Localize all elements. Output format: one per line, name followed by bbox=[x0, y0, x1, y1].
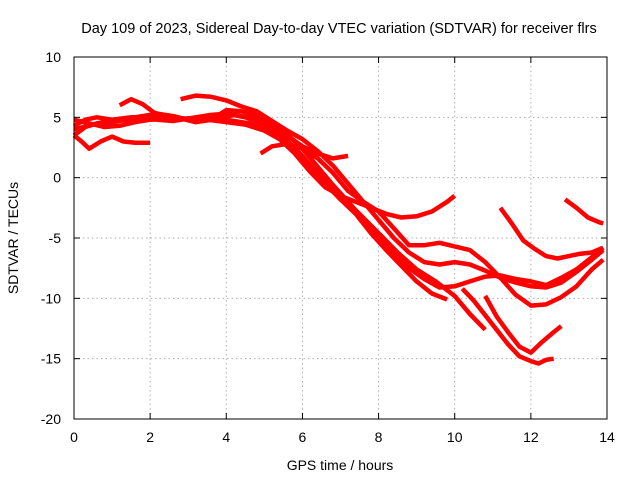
series-line-sat-e bbox=[180, 93, 605, 290]
chart-title: Day 109 of 2023, Sidereal Day-to-day VTE… bbox=[81, 21, 596, 37]
series-line-sat-k bbox=[498, 206, 605, 261]
y-tick-label: 5 bbox=[53, 109, 61, 125]
y-axis-label: SDTVAR / TECUs bbox=[5, 182, 21, 294]
series-line-sat-b bbox=[73, 115, 448, 302]
series-line-sat-i bbox=[483, 294, 563, 355]
y-tick-label: -15 bbox=[41, 351, 61, 367]
x-tick-label: 2 bbox=[146, 429, 154, 445]
y-tick-label: -20 bbox=[41, 411, 61, 427]
x-tick-label: 14 bbox=[599, 429, 615, 445]
series-line-sat-j bbox=[460, 287, 555, 366]
plot-series bbox=[72, 93, 605, 366]
series-line-sat-f bbox=[118, 96, 349, 161]
y-tick-label: -5 bbox=[49, 230, 62, 246]
x-tick-label: 10 bbox=[447, 429, 463, 445]
y-tick-label: -10 bbox=[41, 290, 61, 306]
x-tick-label: 4 bbox=[222, 429, 230, 445]
axis-ticks: 0 2 4 6 8 10 12 14 -20 -15 -10 -5 0 5 10 bbox=[41, 49, 615, 445]
y-tick-label: 10 bbox=[45, 49, 61, 65]
x-axis-label: GPS time / hours bbox=[287, 457, 394, 473]
x-tick-label: 12 bbox=[523, 429, 539, 445]
series-line-sat-l bbox=[563, 197, 604, 226]
series-line-sat-c bbox=[73, 111, 487, 332]
series-line-sat-g bbox=[72, 133, 151, 151]
series-line-sat-h bbox=[259, 141, 605, 308]
y-tick-label: 0 bbox=[53, 170, 61, 186]
x-tick-label: 0 bbox=[70, 429, 78, 445]
x-tick-label: 6 bbox=[299, 429, 307, 445]
x-tick-label: 8 bbox=[375, 429, 383, 445]
